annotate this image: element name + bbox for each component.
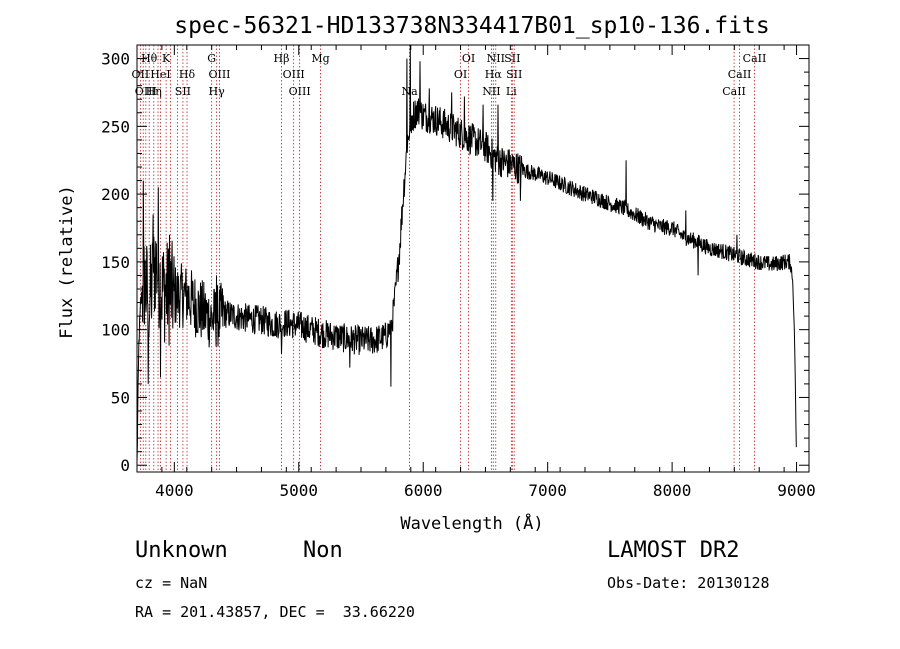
spectral-line-label: CaII: [728, 68, 752, 81]
chart-title: spec-56321-HD133738N334417B01_sp10-136.f…: [174, 13, 769, 39]
observation-date: Obs-Date: 20130128: [607, 574, 770, 592]
spectral-line-label: OIII: [135, 85, 157, 98]
spectral-line-label: Hδ: [179, 68, 196, 81]
spectral-line-label: SII: [504, 52, 520, 65]
spectral-line-label: OIII: [283, 68, 305, 81]
y-tick-label: 0: [120, 456, 130, 475]
spectral-line-label: Hγ: [209, 85, 226, 98]
spectral-line-label: SII: [175, 85, 191, 98]
y-tick-label: 100: [101, 321, 130, 340]
y-tick-label: 250: [101, 117, 130, 136]
spectral-line-label: OI: [454, 68, 467, 81]
spectral-line-label: NII: [482, 85, 500, 98]
subclass-name: Non: [303, 538, 343, 563]
spectral-line-label: OI: [462, 52, 475, 65]
x-tick-label: 4000: [155, 481, 194, 500]
axes-layer: 4000 5000 6000 7000 8000 9000 0 50 100 150 200 250 3…: [101, 44, 816, 500]
spectral-line-label: OIII: [289, 85, 311, 98]
spectral-line-label: NII: [487, 52, 505, 65]
plot-frame: [136, 44, 810, 473]
y-axis-label: Flux (relative): [57, 185, 77, 339]
spectral-line-label: HeI: [150, 68, 170, 81]
y-tick-label: 300: [101, 50, 130, 69]
x-tick-label: 7000: [528, 481, 567, 500]
spectral-line-label: Li: [506, 85, 517, 98]
spectrum-series-line: [136, 44, 797, 462]
spectral-line-label: Hη: [146, 85, 162, 98]
spectral-line-label: G: [207, 52, 216, 65]
spectral-line-label: CaII: [722, 85, 746, 98]
spectral-line-label: OII: [132, 68, 150, 81]
spectral-lines-layer: [139, 45, 755, 472]
spectral-line-label: Hα: [485, 68, 503, 81]
x-axis-label: Wavelength (Å): [400, 512, 543, 534]
x-tick-label: 6000: [404, 481, 443, 500]
spectral-line-label: Mg: [311, 52, 329, 65]
spectral-line-label: CaII: [743, 52, 767, 65]
survey-name: LAMOST DR2: [607, 538, 740, 563]
spectral-line-label: OIII: [208, 68, 230, 81]
class-name: Unknown: [135, 538, 228, 563]
y-tick-label: 50: [111, 388, 130, 407]
y-tick-label: 150: [101, 253, 130, 272]
x-tick-label: 8000: [653, 481, 692, 500]
y-tick-label: 200: [101, 185, 130, 204]
x-tick-label: 5000: [280, 481, 319, 500]
redshift-readout: cz = NaN: [135, 574, 208, 592]
spectral-line-label: SII: [506, 68, 522, 81]
spectral-line-label: Hθ: [141, 52, 158, 65]
spectral-line-label: Hβ: [274, 52, 290, 65]
x-tick-label: 9000: [777, 481, 816, 500]
coordinates-readout: RA = 201.43857, DEC = 33.66220: [135, 603, 415, 621]
spectral-line-label: K: [162, 52, 171, 65]
